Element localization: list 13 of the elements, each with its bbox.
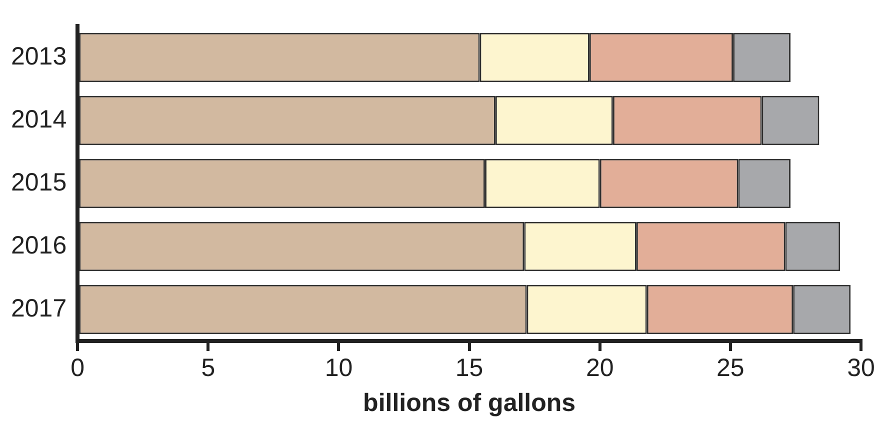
x-tick-label: 5: [201, 354, 216, 382]
x-tick-label: 25: [716, 354, 744, 382]
x-tick-label: 30: [847, 354, 875, 382]
y-tick-label: 2016: [10, 231, 67, 260]
x-tick-label: 20: [586, 354, 614, 382]
x-tick-label: 10: [324, 354, 353, 382]
x-axis-title: billions of gallons: [363, 388, 576, 417]
y-tick-label: 2014: [10, 105, 67, 134]
x-tick-label: 15: [455, 354, 484, 382]
y-tick-label: 2013: [10, 42, 67, 70]
y-tick-label: 2017: [10, 294, 67, 322]
y-tick-label: 2015: [10, 168, 67, 196]
x-tick-label: 0: [70, 354, 85, 382]
